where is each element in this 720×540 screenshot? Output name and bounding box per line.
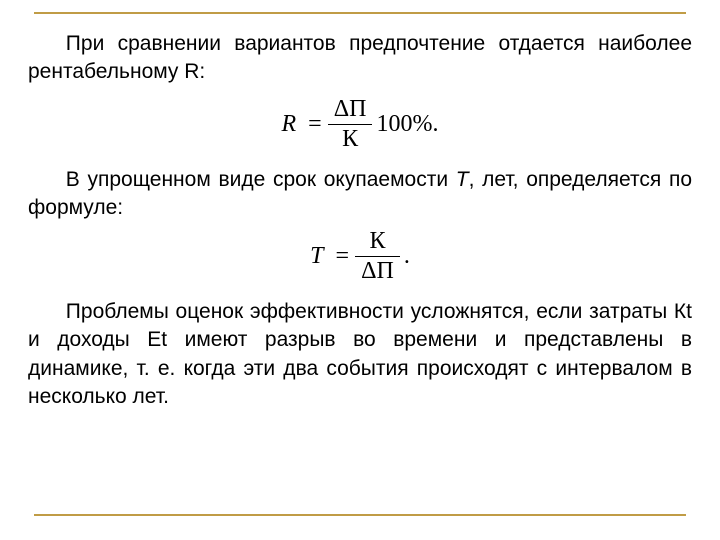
formula-T: T = К ΔП .	[28, 229, 692, 284]
formula-R-bar	[328, 124, 373, 125]
formula-R-den: К	[336, 127, 364, 152]
formula-T-bar	[355, 256, 400, 257]
formula-T-lhs: T	[310, 243, 329, 270]
paragraph-1: При сравнении вариантов предпочтение отд…	[28, 30, 692, 87]
formula-T-num: К	[363, 229, 391, 254]
paragraph-2-prefix: В упрощенном виде срок окупаемости	[66, 168, 456, 191]
formula-R-tail: 100%.	[372, 111, 438, 138]
formula-T-tail: .	[400, 243, 410, 270]
top-rule	[34, 12, 686, 14]
formula-R-eq: =	[302, 111, 328, 138]
paragraph-3: Проблемы оценок эффективности усложнятся…	[28, 298, 692, 411]
slide-content: При сравнении вариантов предпочтение отд…	[28, 18, 692, 412]
formula-R-lhs: R	[282, 111, 303, 138]
formula-R: R = ΔП К 100%.	[28, 97, 692, 152]
formula-T-fraction: К ΔП	[355, 229, 400, 284]
formula-T-den: ΔП	[355, 259, 400, 284]
paragraph-2-T: Т	[456, 168, 469, 191]
formula-T-eq: =	[330, 243, 356, 270]
formula-R-num: ΔП	[328, 97, 373, 122]
slide-frame: При сравнении вариантов предпочтение отд…	[0, 0, 720, 540]
formula-R-fraction: ΔП К	[328, 97, 373, 152]
bottom-rule	[34, 514, 686, 516]
paragraph-2: В упрощенном виде срок окупаемости Т, ле…	[28, 166, 692, 223]
